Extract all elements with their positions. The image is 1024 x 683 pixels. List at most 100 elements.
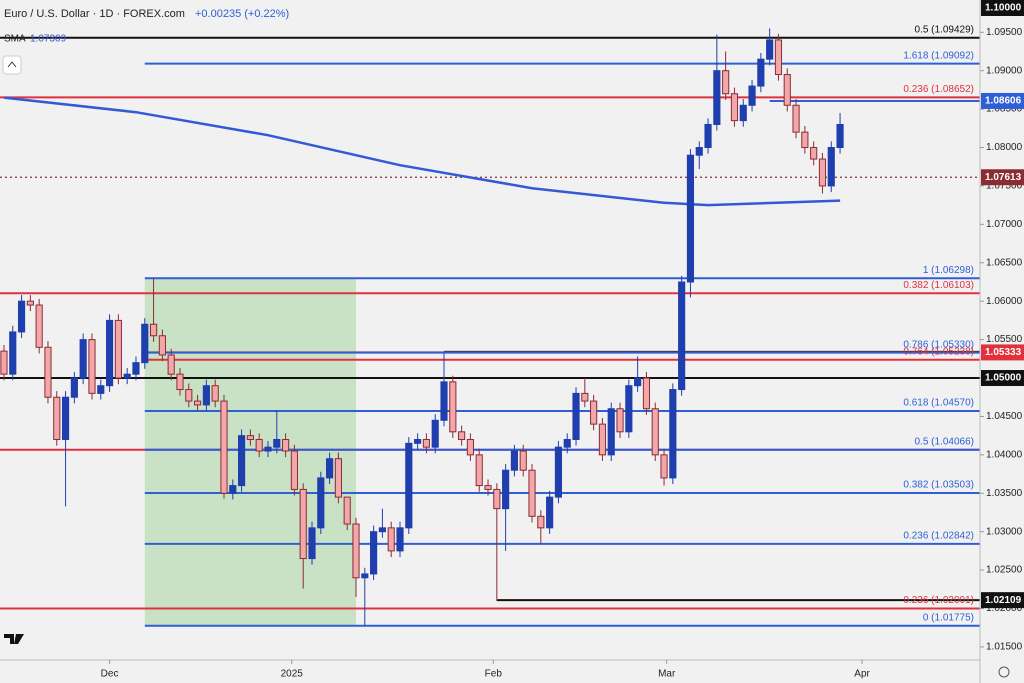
- candle-body: [502, 469, 510, 510]
- y-tick-label: 1.02500: [986, 565, 1023, 576]
- y-tick-label: 1.09500: [986, 27, 1023, 38]
- candle-body: [607, 408, 615, 456]
- candle-body: [466, 438, 474, 456]
- level-label: 0.382 (1.06103): [903, 280, 974, 291]
- candle-body: [730, 93, 739, 122]
- candle-body: [70, 377, 78, 398]
- candle-body: [572, 392, 580, 440]
- x-tick-label: Dec: [101, 669, 119, 680]
- candle-body: [554, 446, 563, 498]
- candle-body: [493, 488, 501, 510]
- plot-area: 0.5 (1.09429) 1.618 (1.09092) 0.236 (1.086…: [0, 24, 980, 627]
- candle-body: [9, 331, 17, 375]
- level-label: 0.236 (1.02842): [903, 530, 974, 541]
- candle-body: [519, 450, 527, 471]
- logo: [4, 634, 24, 644]
- y-tick-label: 1.03000: [986, 526, 1023, 537]
- x-tick-label: Feb: [485, 669, 503, 680]
- candle-body: [317, 477, 325, 529]
- candle-body: [378, 527, 386, 533]
- settings-icon[interactable]: [998, 666, 1010, 678]
- candle-body: [818, 158, 827, 187]
- candle-body: [185, 389, 193, 402]
- level-label: 1 (1.06298): [923, 265, 974, 276]
- candle-body: [158, 335, 166, 356]
- candle-body: [229, 485, 237, 494]
- candle-body: [414, 438, 422, 444]
- x-tick-label: 2025: [281, 669, 304, 680]
- y-tick-label: 1.07000: [986, 219, 1023, 230]
- candle-body: [766, 39, 774, 60]
- candle-body: [431, 419, 439, 448]
- price-marker: [981, 0, 1024, 16]
- change: +0.00235 (+0.22%): [195, 8, 289, 20]
- y-tick-label: 1.06000: [986, 296, 1023, 307]
- sma-line: [3, 96, 841, 207]
- candle-body: [792, 104, 800, 133]
- candle-body: [88, 339, 96, 394]
- sma-value: 1.07309: [30, 34, 67, 45]
- candle-body: [370, 531, 378, 575]
- price-marker: [981, 370, 1024, 387]
- level-label: 0.382 (1.03503): [903, 480, 974, 491]
- candle-body: [141, 323, 149, 364]
- candle-body: [563, 438, 571, 448]
- candle-body: [722, 70, 730, 95]
- candle-body: [167, 354, 175, 375]
- candle-body: [686, 154, 695, 283]
- candle-body: [246, 435, 254, 440]
- candle-body: [546, 496, 554, 529]
- x-tick-label: Apr: [854, 669, 870, 680]
- candle-body: [97, 385, 105, 394]
- candle-body: [26, 300, 34, 306]
- candle-body: [220, 400, 228, 494]
- level-label: 0.786 (1.05330): [903, 339, 974, 350]
- candle-body: [598, 423, 607, 456]
- candle-body: [458, 431, 466, 440]
- price-marker: [981, 169, 1024, 186]
- level-label: 0.764 (1.05238): [903, 346, 974, 357]
- level-label: 0.236 (1.02001): [903, 595, 974, 606]
- candle-body: [669, 389, 677, 479]
- candle-body: [290, 450, 298, 490]
- candle-body: [361, 573, 369, 579]
- y-tick-label: 1.06500: [986, 257, 1023, 268]
- candle-body: [264, 446, 272, 452]
- candle-body: [783, 74, 791, 106]
- candle-body: [634, 377, 642, 387]
- candle-body: [422, 438, 430, 448]
- collapse-button[interactable]: [2, 55, 22, 75]
- candle-body: [326, 458, 334, 479]
- candle-body: [581, 392, 589, 402]
- price-marker-label: 1.10000: [985, 3, 1022, 14]
- candle-body: [282, 438, 290, 452]
- level-label: 0.5 (1.04066): [915, 436, 975, 447]
- y-tick-label: 1.02000: [986, 603, 1023, 614]
- candle-body: [194, 400, 202, 406]
- candle-body: [660, 454, 668, 479]
- candle-body: [387, 527, 395, 552]
- price-marker-label: 1.05000: [985, 373, 1022, 384]
- level-label: 0.618 (1.04570): [903, 398, 974, 409]
- candle-body: [475, 454, 483, 487]
- level-label: 0.5 (1.09429): [915, 24, 975, 35]
- candle-body: [449, 381, 457, 433]
- candle-body: [774, 39, 783, 76]
- candle-body: [642, 377, 651, 410]
- candle-body: [695, 147, 703, 156]
- candle-body: [53, 396, 61, 440]
- chart-title: Euro / U.S. Dollar · 1D · FOREX.com: [4, 8, 185, 20]
- candle-body: [590, 400, 598, 425]
- candle-body: [44, 346, 52, 398]
- y-tick-label: 1.04500: [986, 411, 1023, 422]
- y-tick-label: 1.07500: [986, 181, 1023, 192]
- price-marker: [981, 344, 1024, 361]
- price-marker-label: 1.07613: [985, 172, 1022, 183]
- candle-body: [616, 408, 624, 433]
- sma-name: SMA: [4, 34, 26, 45]
- candle-body: [334, 458, 342, 498]
- price-marker-label: 1.02109: [985, 595, 1022, 606]
- y-tick-label: 1.09000: [986, 65, 1023, 76]
- candle-body: [739, 104, 747, 122]
- x-tick-label: Mar: [658, 669, 676, 680]
